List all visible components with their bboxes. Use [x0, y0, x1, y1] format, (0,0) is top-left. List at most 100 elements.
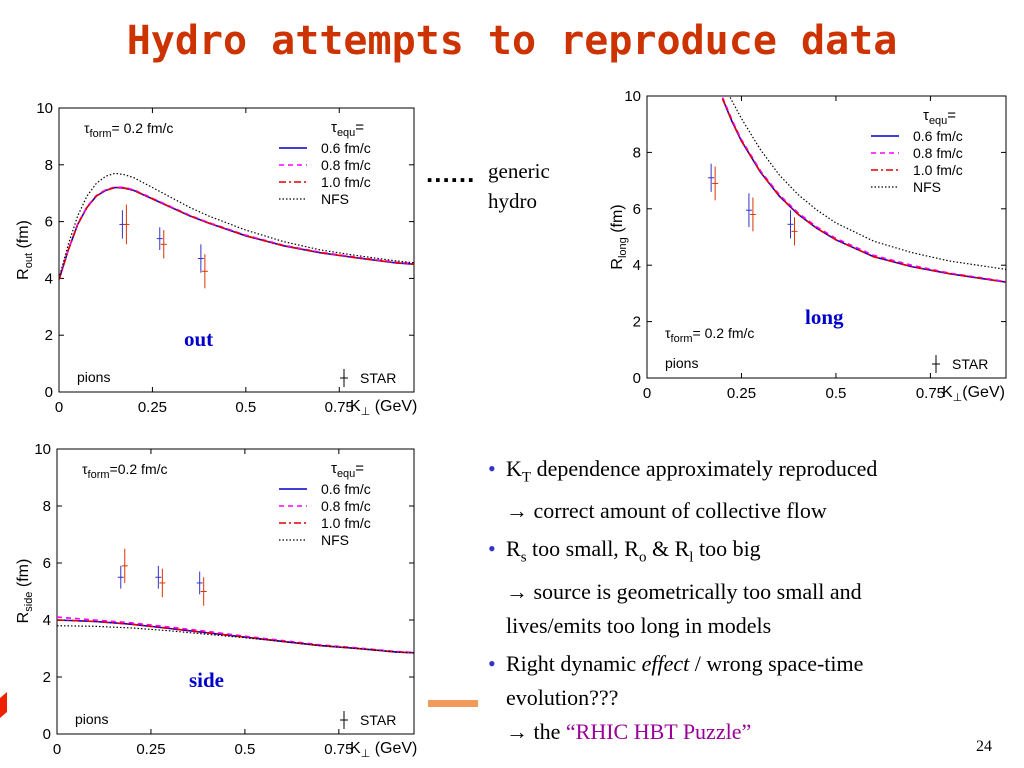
- y-tick-label: 6: [45, 214, 53, 231]
- bullet-text: K: [506, 456, 522, 481]
- series-line-nfs: [59, 172, 414, 279]
- legend-title: τequ=: [923, 107, 956, 127]
- panel-label: side: [189, 668, 224, 692]
- tau-form-label: τform=0.2 fm/c: [82, 461, 168, 481]
- legend-entry: 0.6 fm/c: [913, 128, 963, 144]
- particle-label: pions: [77, 369, 110, 385]
- legend-entry: 0.8 fm/c: [913, 145, 963, 161]
- y-tick-label: 6: [43, 555, 51, 572]
- y-tick-label: 10: [624, 88, 641, 105]
- y-tick-label: 2: [633, 314, 641, 331]
- star-label: STAR: [952, 356, 988, 372]
- chart-long: 0 2 4 6 8 10 0 0.25 0.5 0.75K⊥(GeV) Rlong (fm) τequ…: [609, 88, 1007, 404]
- x-tick-label: 0.25: [727, 385, 756, 402]
- legend-entry: 0.8 fm/c: [321, 157, 371, 173]
- bullet-text: & R: [646, 536, 690, 562]
- bullet-dot: •: [488, 536, 496, 562]
- x-tick-label: 0.75: [324, 741, 353, 758]
- bullet-dot: •: [488, 650, 496, 676]
- plot-frame: [646, 95, 1007, 379]
- panel-label: out: [184, 327, 213, 351]
- generic-label-line2: hydro: [488, 189, 537, 213]
- curves: [721, 97, 1006, 283]
- x-axis-label: K⊥(GeV): [942, 384, 1005, 404]
- series-line-0-8-fm-c: [721, 97, 1006, 283]
- y-axis-label: Rside (fm): [15, 559, 35, 624]
- star-label: STAR: [360, 712, 396, 728]
- x-tick-label: 0: [643, 385, 651, 402]
- bullet-list: • KT dependence approximately reproduced…: [488, 452, 1008, 753]
- y-tick-label: 0: [45, 384, 53, 401]
- y-tick-label: 10: [36, 100, 53, 117]
- legend-entry: 1.0 fm/c: [321, 174, 371, 190]
- tau-form-label: τform= 0.2 fm/c: [84, 120, 173, 140]
- series-line-1-0-fm-c: [57, 619, 414, 654]
- bullet-text: dependence approximately reproduced: [531, 456, 878, 481]
- y-tick-label: 4: [43, 612, 51, 629]
- decorative-red-mark: [0, 692, 7, 718]
- series-line-nfs: [729, 97, 1006, 270]
- legend-entry: 1.0 fm/c: [913, 162, 963, 178]
- y-tick-label: 2: [45, 327, 53, 344]
- panel-label: long: [805, 305, 844, 329]
- bullet-text: evolution???: [506, 684, 619, 710]
- page-number: 24: [976, 738, 992, 755]
- legend-entry: 0.8 fm/c: [321, 498, 371, 514]
- generic-hydro-line-sample: ......: [426, 158, 476, 188]
- bullet-text: → source is geometrically too small and: [506, 578, 862, 604]
- y-tick-label: 4: [633, 257, 641, 274]
- slide-title: Hydro attempts to reproduce data: [126, 18, 898, 64]
- bullet-text: / wrong space-time: [689, 650, 864, 676]
- legend-entry: NFS: [321, 191, 349, 207]
- y-tick-label: 6: [633, 201, 641, 218]
- y-tick-label: 0: [633, 370, 641, 387]
- bullet-kt: • KT dependence approximately reproduced…: [488, 452, 1008, 528]
- bullet-text: → the: [506, 718, 566, 744]
- tau-form-label: τform= 0.2 fm/c: [665, 325, 754, 345]
- y-tick-label: 4: [45, 270, 53, 287]
- bullet-sub: T: [521, 469, 532, 486]
- bullet-emphasis: effect: [641, 650, 690, 676]
- y-tick-label: 8: [45, 157, 53, 174]
- x-tick-label: 0.5: [235, 399, 256, 416]
- bullet-sub: o: [638, 549, 647, 566]
- x-axis-label: K⊥ (GeV): [350, 740, 417, 760]
- x-axis-label: K⊥ (GeV): [350, 398, 417, 418]
- y-axis-label: Rout (fm): [15, 220, 35, 280]
- curves: [59, 172, 414, 281]
- bullet-text: too big: [693, 536, 761, 562]
- legend-title: τequ=: [331, 119, 364, 139]
- particle-label: pions: [665, 355, 698, 371]
- x-tick-label: 0.5: [826, 385, 847, 402]
- bullet-dot: •: [488, 456, 496, 481]
- bullet-text: → correct amount of collective flow: [506, 498, 827, 524]
- series-line-0-6-fm-c: [59, 186, 414, 281]
- star-label: STAR: [360, 370, 396, 386]
- x-tick-label: 0.25: [136, 741, 165, 758]
- rhic-hbt-puzzle-text: “RHIC HBT Puzzle”: [565, 718, 752, 744]
- bullet-text: lives/emits too long in models: [506, 612, 772, 638]
- legend-title: τequ=: [331, 460, 364, 480]
- x-tick-label: 0: [55, 399, 63, 416]
- x-tick-label: 0: [53, 741, 61, 758]
- chart-side: 0 2 4 6 8 10 0 0.25 0.5 0.75K⊥ (GeV) Rside (fm) τeq…: [15, 441, 417, 760]
- bullet-text: Right dynamic: [506, 650, 642, 676]
- plot-frame: [58, 107, 415, 393]
- decorative-bar: [428, 700, 478, 707]
- legend-entry: 0.6 fm/c: [321, 140, 371, 156]
- bullet-sub: s: [520, 549, 527, 566]
- x-tick-label: 0.75: [916, 385, 945, 402]
- bullet-text: R: [506, 536, 521, 562]
- generic-label-line1: generic: [488, 159, 550, 183]
- legend-entry: NFS: [913, 179, 941, 195]
- y-tick-label: 8: [43, 498, 51, 515]
- chart-out: 0 2 4 6 8 10 0 0.25 0.5 0.75K⊥ (GeV) Rout (fm) τequ…: [15, 100, 417, 418]
- legend-entry: 1.0 fm/c: [321, 515, 371, 531]
- bullet-text: too small, R: [526, 536, 639, 562]
- series-line-0-6-fm-c: [721, 98, 1006, 283]
- y-tick-label: 10: [34, 441, 51, 458]
- plot-frame: [56, 448, 415, 735]
- x-tick-label: 0.25: [138, 399, 167, 416]
- particle-label: pions: [75, 711, 108, 727]
